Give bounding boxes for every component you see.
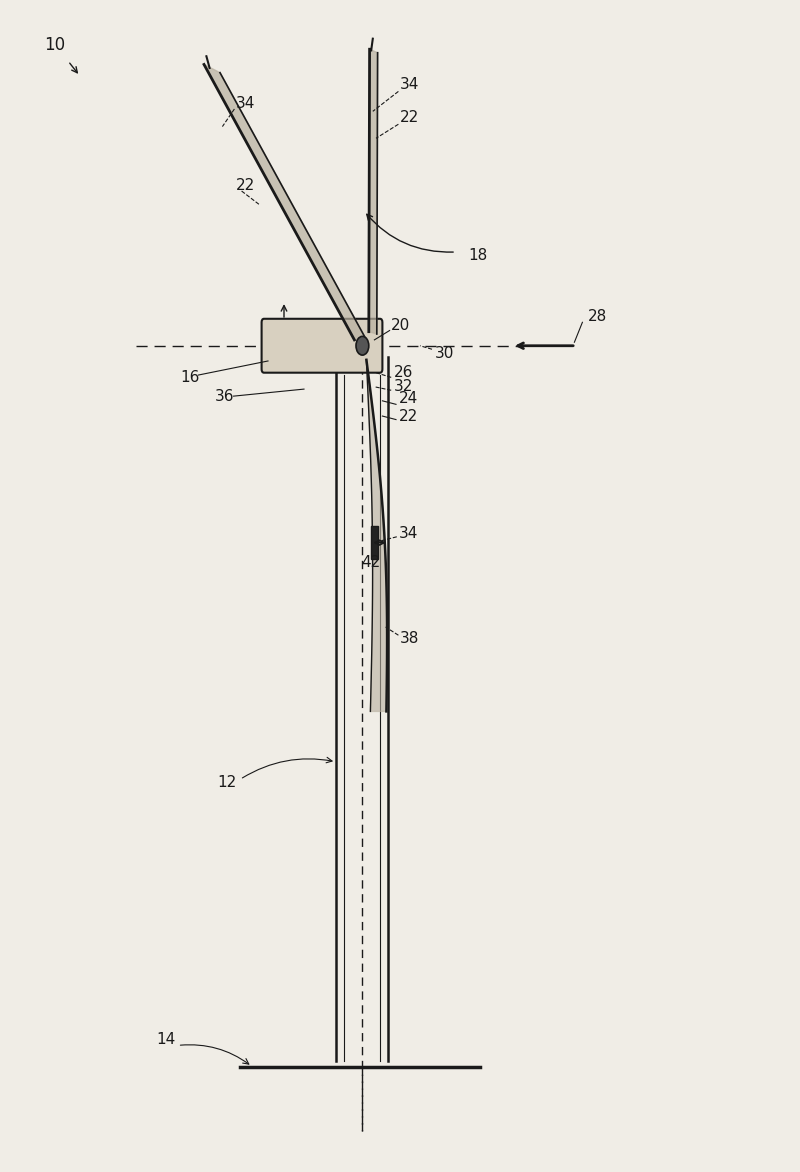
Text: 12: 12 (218, 776, 237, 790)
Text: 28: 28 (588, 309, 607, 323)
Polygon shape (366, 360, 387, 711)
Text: 38: 38 (400, 632, 419, 646)
Circle shape (356, 336, 369, 355)
Text: 20: 20 (390, 319, 410, 333)
Text: 34: 34 (400, 77, 419, 91)
Polygon shape (204, 64, 366, 340)
Text: 10: 10 (44, 35, 65, 54)
Polygon shape (369, 49, 378, 334)
Text: 34: 34 (236, 96, 255, 110)
Text: 34: 34 (398, 526, 418, 540)
Text: 36: 36 (214, 389, 234, 403)
Text: 26: 26 (394, 366, 413, 380)
Text: 16: 16 (180, 370, 199, 384)
Bar (371, 526, 378, 559)
Text: 30: 30 (434, 347, 454, 361)
Text: 32: 32 (394, 380, 413, 394)
Text: 22: 22 (400, 110, 419, 124)
FancyBboxPatch shape (262, 319, 382, 373)
Text: 22: 22 (398, 409, 418, 423)
Text: 24: 24 (398, 391, 418, 406)
Text: 42: 42 (362, 556, 381, 570)
Text: 22: 22 (236, 178, 255, 192)
Text: 18: 18 (468, 248, 487, 263)
Text: 14: 14 (156, 1033, 175, 1047)
